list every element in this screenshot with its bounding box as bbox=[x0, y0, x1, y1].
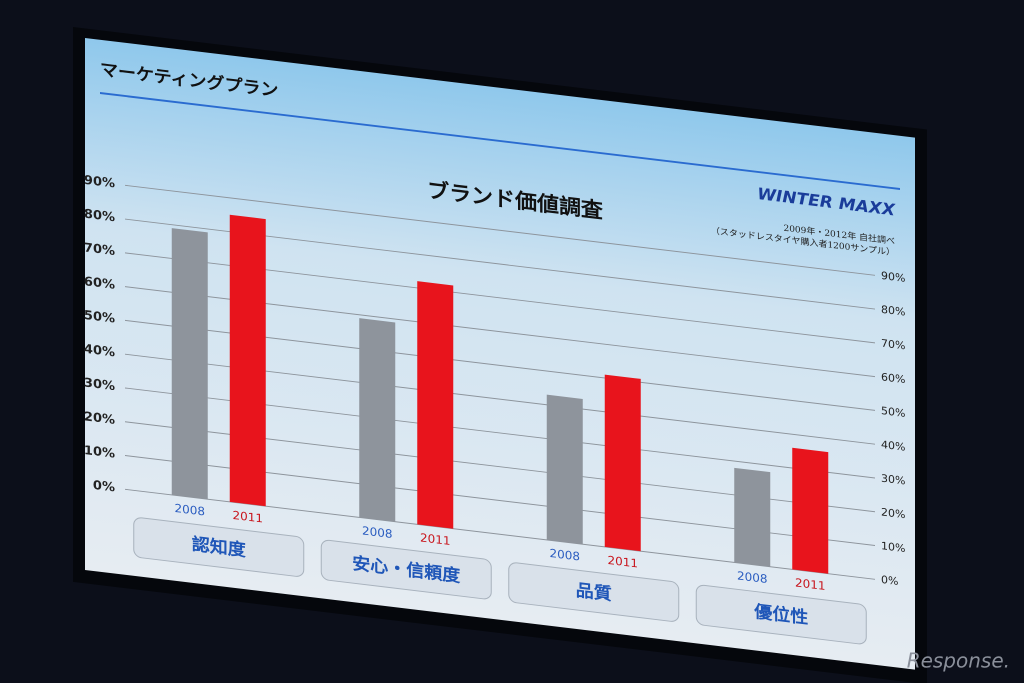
legend-label: 2008 bbox=[174, 501, 205, 518]
x-tick-label: 品質 bbox=[576, 580, 612, 605]
y-tick-label: 10% bbox=[84, 442, 115, 460]
bar bbox=[604, 374, 641, 552]
y-tick-label: 0% bbox=[93, 477, 115, 494]
y-tick-label: 60% bbox=[84, 273, 115, 291]
slide-bg bbox=[85, 38, 915, 670]
y2-tick-label: 90% bbox=[881, 269, 905, 285]
y-tick-label: 80% bbox=[84, 206, 115, 224]
grid-line bbox=[125, 184, 875, 276]
y-tick-label: 70% bbox=[84, 240, 115, 258]
y-tick-label: 20% bbox=[84, 409, 115, 427]
legend-label: 2011 bbox=[232, 508, 263, 525]
bar bbox=[734, 467, 771, 567]
y2-tick-label: 50% bbox=[881, 404, 905, 420]
y2-tick-label: 40% bbox=[881, 438, 905, 454]
category-box bbox=[133, 517, 305, 577]
bar bbox=[229, 214, 266, 507]
y2-tick-label: 10% bbox=[881, 539, 905, 555]
y-tick-label: 40% bbox=[84, 341, 115, 359]
category-box bbox=[695, 584, 867, 645]
bar bbox=[359, 318, 396, 522]
bar bbox=[792, 447, 829, 574]
y2-tick-label: 30% bbox=[881, 472, 905, 488]
y2-tick-label: 60% bbox=[881, 371, 905, 387]
category-box bbox=[508, 562, 680, 622]
slide: マーケティングプラン WINTER MAXX ブランド価値調査 2009年・20… bbox=[73, 27, 927, 683]
y2-tick-label: 20% bbox=[881, 506, 905, 522]
legend-label: 2011 bbox=[795, 576, 826, 593]
y-tick-label: 90% bbox=[84, 172, 115, 190]
category-box bbox=[320, 539, 492, 600]
y2-tick-label: 80% bbox=[881, 303, 905, 319]
legend-label: 2008 bbox=[549, 546, 580, 563]
y-tick-label: 50% bbox=[84, 307, 115, 325]
bar bbox=[417, 281, 454, 529]
watermark: Response. bbox=[907, 649, 1010, 673]
y2-tick-label: 70% bbox=[881, 337, 905, 353]
bar bbox=[546, 394, 583, 545]
legend-label: 2008 bbox=[362, 524, 393, 541]
legend-label: 2008 bbox=[737, 569, 768, 586]
legend-label: 2011 bbox=[420, 531, 451, 548]
y2-tick-label: 0% bbox=[881, 573, 898, 588]
header-rule bbox=[100, 92, 900, 190]
bar bbox=[171, 228, 208, 500]
legend-label: 2011 bbox=[607, 553, 638, 570]
y-tick-label: 30% bbox=[84, 375, 115, 393]
